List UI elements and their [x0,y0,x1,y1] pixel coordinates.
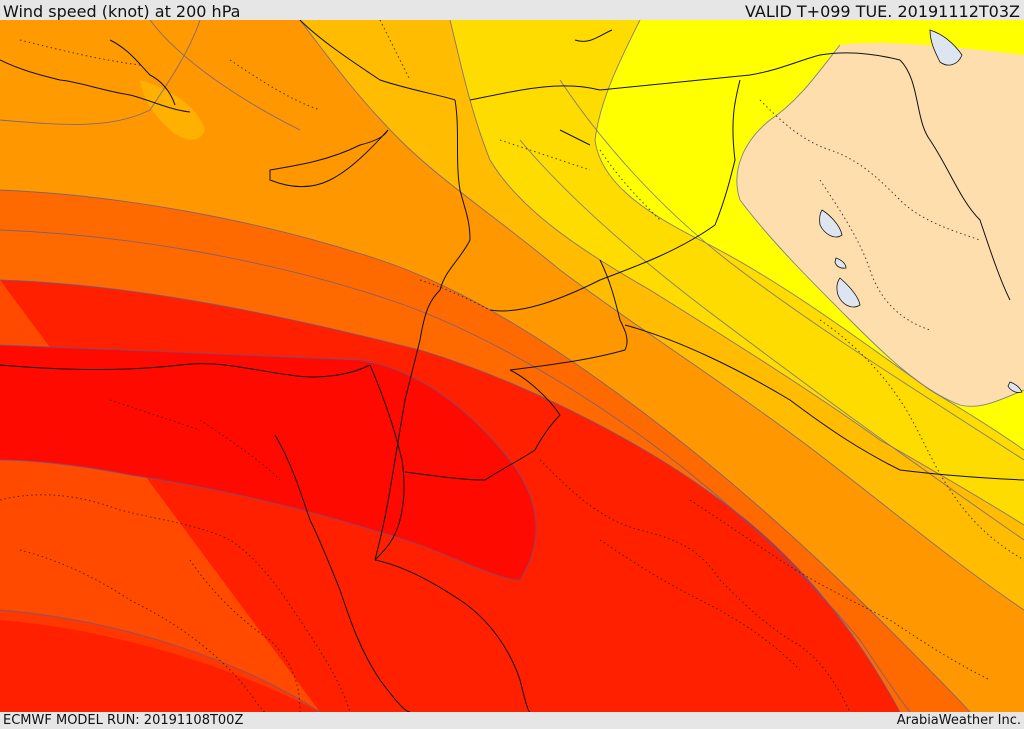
national-borders [404,52,1024,481]
lake-namak [819,209,843,238]
map-title: Wind speed (knot) at 200 hPa [3,2,241,21]
coastlines [0,20,613,712]
band-orange [0,20,1024,712]
band-core [0,345,537,580]
lake-qom [836,277,861,308]
lakes [819,29,1023,393]
valid-time: VALID T+099 TUE. 20191112T03Z [744,2,1020,21]
model-run-label: ECMWF MODEL RUN: 20191108T00Z [3,713,244,728]
land-low-wind-iran [736,42,1024,407]
band-amber [300,20,1024,610]
map-footer: ECMWF MODEL RUN: 20191108T00Z ArabiaWeat… [0,712,1024,729]
wind-speed-map [0,20,1024,712]
lake-east [1007,381,1023,393]
band-gold [450,20,1024,525]
map-header: Wind speed (knot) at 200 hPa VALID T+099… [0,0,1024,21]
lake-small [834,257,847,269]
contour-lines [0,20,1024,712]
lake-urmia [929,29,963,66]
band-amber-aegean [140,80,205,140]
map-canvas [0,20,1024,712]
credit-label: ArabiaWeather Inc. [896,713,1021,728]
internal-boundaries [0,20,1024,712]
